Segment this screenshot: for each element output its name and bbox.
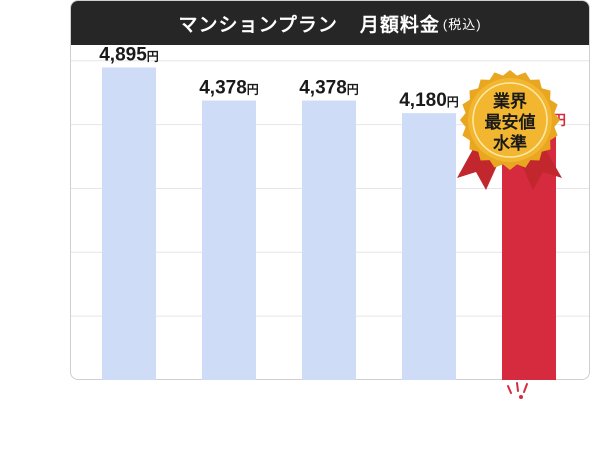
badge-line-1: 業界 (493, 91, 527, 111)
sparkle-line-1 (507, 385, 512, 394)
chart-title-tax: (税込) (442, 16, 482, 32)
chart-title-main: 月額料金 (359, 14, 440, 36)
bar (302, 100, 356, 380)
bar-value-label: 4,895円 (99, 44, 159, 65)
sparkle-line-3 (523, 383, 528, 393)
badge-seal (460, 70, 560, 170)
best-price-badge: 業界 最安値 水準 (457, 70, 562, 190)
sparkle-line-2 (516, 382, 519, 392)
chart-title-bar: マンションプラン 月額料金 (税込) (71, 1, 589, 45)
badge-inner-ring (472, 82, 548, 158)
bar (102, 67, 156, 380)
chart-title-plan: マンションプラン (178, 14, 338, 36)
bar (402, 113, 456, 380)
badge-line-3: 水準 (493, 133, 527, 153)
highlight-sparkle (507, 382, 528, 399)
bar-value-label: 4,180円 (399, 90, 459, 111)
bar (202, 100, 256, 380)
badge-line-2: 最安値 (485, 112, 536, 132)
bar-value-label: 4,378円 (199, 77, 259, 98)
badge-seal-face (468, 78, 552, 162)
sparkle-dot (519, 395, 523, 399)
bar-value-label: 4,378円 (299, 77, 359, 98)
